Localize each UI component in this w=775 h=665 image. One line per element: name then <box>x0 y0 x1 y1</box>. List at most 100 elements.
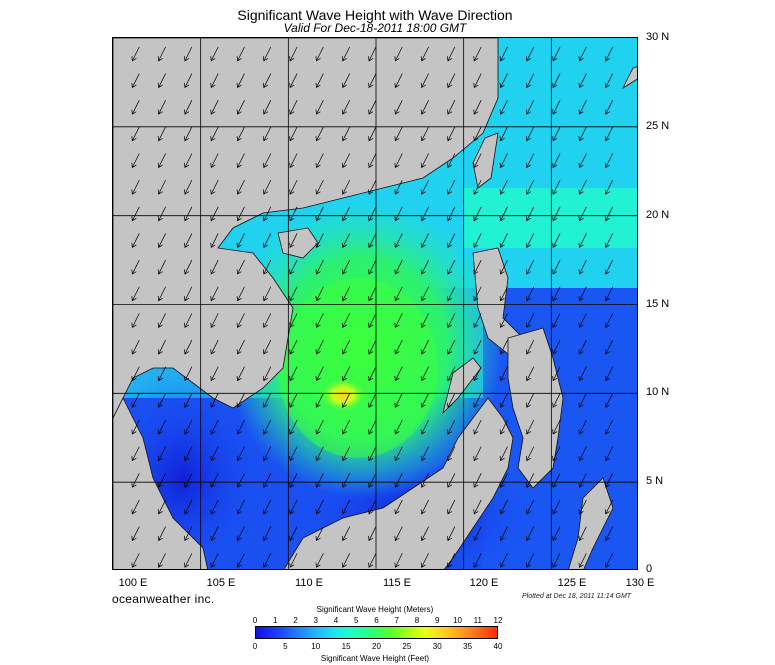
wave-arrow <box>263 446 272 462</box>
wave-arrow <box>447 100 456 115</box>
colorbar-meter-tick: 11 <box>473 616 482 625</box>
lat-label-5n: 5 N <box>646 475 664 487</box>
wave-arrow <box>341 446 351 462</box>
wave-arrow <box>368 46 377 62</box>
wave-arrow <box>499 46 508 62</box>
wave-arrow <box>236 419 245 435</box>
wave-arrow <box>289 259 298 275</box>
wave-arrow <box>552 499 561 515</box>
wave-arrow <box>420 259 429 275</box>
wave-arrow <box>157 366 166 382</box>
wave-arrow <box>341 286 351 302</box>
wave-arrow <box>578 499 587 515</box>
wave-arrow <box>157 233 166 249</box>
wave-direction-arrows <box>131 46 614 568</box>
wave-arrow <box>578 100 587 115</box>
wave-arrow <box>473 46 482 62</box>
wave-arrow <box>184 46 193 62</box>
lat-label-10n: 10 N <box>646 386 670 398</box>
wave-arrow <box>210 100 219 115</box>
wave-arrow <box>394 46 403 62</box>
colorbar-meter-tick: 1 <box>273 616 278 625</box>
wave-arrow <box>184 499 193 515</box>
wave-arrow <box>368 313 377 328</box>
wave-arrow <box>368 153 377 169</box>
wave-arrow <box>236 233 245 249</box>
wave-arrow <box>552 100 561 115</box>
wave-arrow <box>131 286 140 302</box>
wave-arrow <box>315 446 324 462</box>
wave-arrow <box>368 553 377 568</box>
wave-arrow <box>499 259 508 275</box>
wave-arrow <box>341 499 351 515</box>
wave-arrow <box>210 233 219 249</box>
wave-arrow <box>289 473 298 488</box>
wave-arrow <box>315 366 324 382</box>
wave-arrow <box>131 126 140 142</box>
lon-label-130e: 130 E <box>625 577 655 589</box>
wave-arrow <box>552 179 561 195</box>
wave-arrow <box>210 473 219 488</box>
wave-arrow <box>447 526 456 542</box>
wave-arrow <box>473 473 482 488</box>
wave-arrow <box>184 73 193 89</box>
wave-arrow <box>131 393 140 408</box>
wave-arrow <box>184 473 193 488</box>
wave-arrow <box>604 339 614 355</box>
wave-arrow <box>210 46 219 62</box>
wave-arrow <box>131 339 140 355</box>
wave-arrow <box>157 393 166 408</box>
colorbar-meter-tick: 5 <box>354 616 359 625</box>
wave-arrow <box>210 419 219 435</box>
wave-arrow <box>131 526 140 542</box>
wave-arrow <box>604 553 614 568</box>
wave-arrow <box>289 446 298 462</box>
wave-arrow <box>447 126 456 142</box>
colorbar-meter-tick: 10 <box>453 616 462 625</box>
colorbar-feet-tick: 20 <box>372 642 381 651</box>
wave-arrow <box>394 419 403 435</box>
wave-arrow <box>578 126 587 142</box>
wave-arrow <box>289 366 298 382</box>
wave-arrow <box>315 100 324 115</box>
wave-arrow <box>526 526 535 542</box>
wave-arrow <box>263 259 272 275</box>
wave-arrow <box>184 553 193 568</box>
wave-high-zone-core <box>278 278 438 458</box>
wave-arrow <box>131 366 140 382</box>
wave-arrow <box>526 126 535 142</box>
wave-arrow <box>341 233 351 249</box>
wave-arrow <box>263 393 272 408</box>
wave-arrow <box>447 366 456 382</box>
wave-arrow <box>447 179 456 195</box>
wave-arrow <box>552 446 561 462</box>
wave-arrow <box>368 526 377 542</box>
wave-arrow <box>184 339 193 355</box>
wave-arrow <box>604 206 614 222</box>
wave-arrow <box>447 473 456 488</box>
wave-arrow <box>263 46 272 62</box>
wave-arrow <box>157 419 166 435</box>
land-sulawesi <box>568 477 614 569</box>
wave-arrow <box>341 473 351 488</box>
wave-arrow <box>184 446 193 462</box>
wave-arrow <box>499 473 508 488</box>
wave-arrow <box>210 393 219 408</box>
wave-arrow <box>499 366 508 382</box>
colorbar-meter-tick: 8 <box>414 616 420 625</box>
wave-arrow <box>552 206 561 222</box>
wave-arrow <box>394 499 403 515</box>
wave-arrow <box>341 393 351 408</box>
wave-arrow <box>578 206 587 222</box>
wave-arrow <box>552 46 561 62</box>
wave-arrow <box>394 259 403 275</box>
wave-arrow <box>578 366 587 382</box>
wave-arrow <box>289 179 298 195</box>
wave-arrow <box>263 179 272 195</box>
wave-arrow <box>499 153 508 169</box>
wave-arrow <box>263 553 272 568</box>
wave-arrow <box>578 233 587 249</box>
wave-arrow <box>157 499 166 515</box>
wave-arrow <box>578 393 587 408</box>
wave-arrow <box>420 126 429 142</box>
